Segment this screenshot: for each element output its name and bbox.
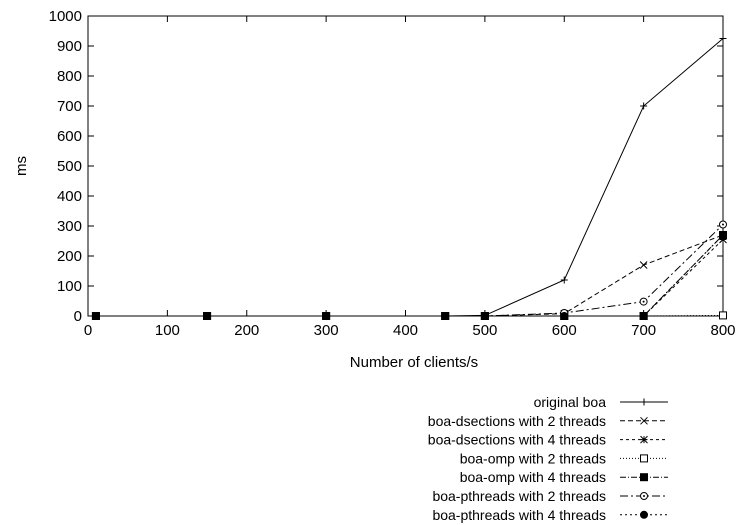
- x-axis: 0 100 200 300 400 500 600 700 800: [84, 16, 736, 339]
- marker-stroke: [640, 416, 648, 425]
- y-tick-label: 400: [57, 188, 82, 205]
- y-axis: 0 100 200 300 400 500 600 700 800 900 1000: [49, 8, 723, 325]
- marker-stroke: [639, 261, 648, 269]
- marker-shape: [91, 312, 100, 320]
- data-point: [203, 312, 212, 320]
- legend-label: boa-pthreads with 4 threads: [432, 507, 606, 523]
- data-point: [560, 312, 569, 320]
- marker-stroke: [640, 435, 648, 444]
- legend-label: boa-dsections with 2 threads: [428, 413, 606, 429]
- data-point: [560, 276, 568, 284]
- marker-shape: [719, 311, 727, 320]
- data-point: [640, 102, 648, 110]
- legend-entry: boa-omp with 4 threads: [460, 469, 668, 485]
- series-layer: [91, 35, 727, 320]
- series-7: [91, 231, 727, 320]
- legend-entry: boa-dsections with 2 threads: [428, 413, 668, 429]
- x-axis-label: Number of clients/s: [350, 354, 478, 371]
- x-tick-label: 700: [631, 322, 656, 339]
- legend-marker: [640, 454, 648, 463]
- x-tick-label: 300: [314, 322, 339, 339]
- marker-shape: [322, 312, 331, 320]
- y-tick-label: 100: [57, 278, 82, 295]
- marker-shape: [642, 300, 645, 303]
- marker-shape: [640, 510, 648, 519]
- y-tick-label: 600: [57, 128, 82, 145]
- x-tick-label: 200: [234, 322, 259, 339]
- data-point: [639, 312, 648, 320]
- legend-label: boa-dsections with 4 threads: [428, 432, 606, 448]
- y-axis-label: ms: [13, 156, 30, 176]
- marker-shape: [719, 231, 727, 239]
- marker-shape: [639, 312, 648, 320]
- data-point: [441, 312, 450, 320]
- legend: original boa boa-dsections with 2 threads…: [428, 394, 668, 523]
- legend-marker: [640, 416, 648, 425]
- marker-shape: [643, 495, 645, 497]
- data-point: [639, 261, 648, 269]
- series-line: [95, 224, 724, 317]
- legend-label: original boa: [534, 394, 607, 410]
- plot-area: [87, 15, 724, 317]
- x-tick-label: 400: [393, 322, 418, 339]
- series-line: [95, 234, 724, 317]
- series-5: [91, 231, 727, 320]
- data-point: [322, 312, 331, 320]
- marker-shape: [441, 312, 450, 320]
- y-tick-label: 300: [57, 218, 82, 235]
- legend-marker: [640, 473, 648, 482]
- plot-frame: [87, 15, 724, 317]
- y-tick-label: 900: [57, 38, 82, 55]
- y-tick-label: 800: [57, 68, 82, 85]
- data-point: [639, 297, 648, 306]
- series-2: [92, 231, 727, 320]
- legend-entry: boa-omp with 2 threads: [460, 450, 668, 466]
- y-tick-label: 0: [74, 308, 82, 325]
- legend-marker: [640, 435, 648, 444]
- legend-marker: [640, 492, 648, 500]
- x-tick-label: 500: [472, 322, 497, 339]
- marker-shape: [480, 312, 489, 320]
- marker-shape: [640, 473, 648, 482]
- x-tick-label: 800: [710, 322, 735, 339]
- series-line: [95, 239, 724, 317]
- y-tick-label: 200: [57, 248, 82, 265]
- marker-shape: [640, 454, 648, 463]
- legend-label: boa-omp with 4 threads: [460, 469, 606, 485]
- series-6: [91, 220, 727, 320]
- data-point: [719, 220, 727, 229]
- x-tick-label: 100: [155, 322, 180, 339]
- marker-shape: [722, 223, 724, 226]
- data-point: [719, 231, 727, 239]
- x-tick-label: 0: [84, 322, 92, 339]
- legend-entry: boa-pthreads with 2 threads: [432, 488, 668, 504]
- data-point: [91, 312, 100, 320]
- marker-shape: [203, 312, 212, 320]
- data-point: [719, 35, 727, 42]
- legend-entry: original boa: [534, 394, 668, 410]
- y-tick-label: 1000: [49, 8, 82, 25]
- x-tick-label: 600: [552, 322, 577, 339]
- data-point: [480, 312, 489, 320]
- series-3: [92, 235, 727, 320]
- data-point: [719, 311, 727, 320]
- marker-shape: [560, 312, 569, 320]
- legend-label: boa-pthreads with 2 threads: [432, 488, 606, 504]
- legend-entry: boa-dsections with 4 threads: [428, 432, 668, 448]
- legend-marker: [640, 398, 648, 406]
- series-1: [92, 35, 727, 320]
- legend-label: boa-omp with 2 threads: [460, 450, 606, 466]
- legend-marker: [640, 510, 648, 519]
- y-tick-label: 700: [57, 98, 82, 115]
- legend-entry: boa-pthreads with 4 threads: [432, 507, 668, 523]
- y-tick-label: 500: [57, 158, 82, 175]
